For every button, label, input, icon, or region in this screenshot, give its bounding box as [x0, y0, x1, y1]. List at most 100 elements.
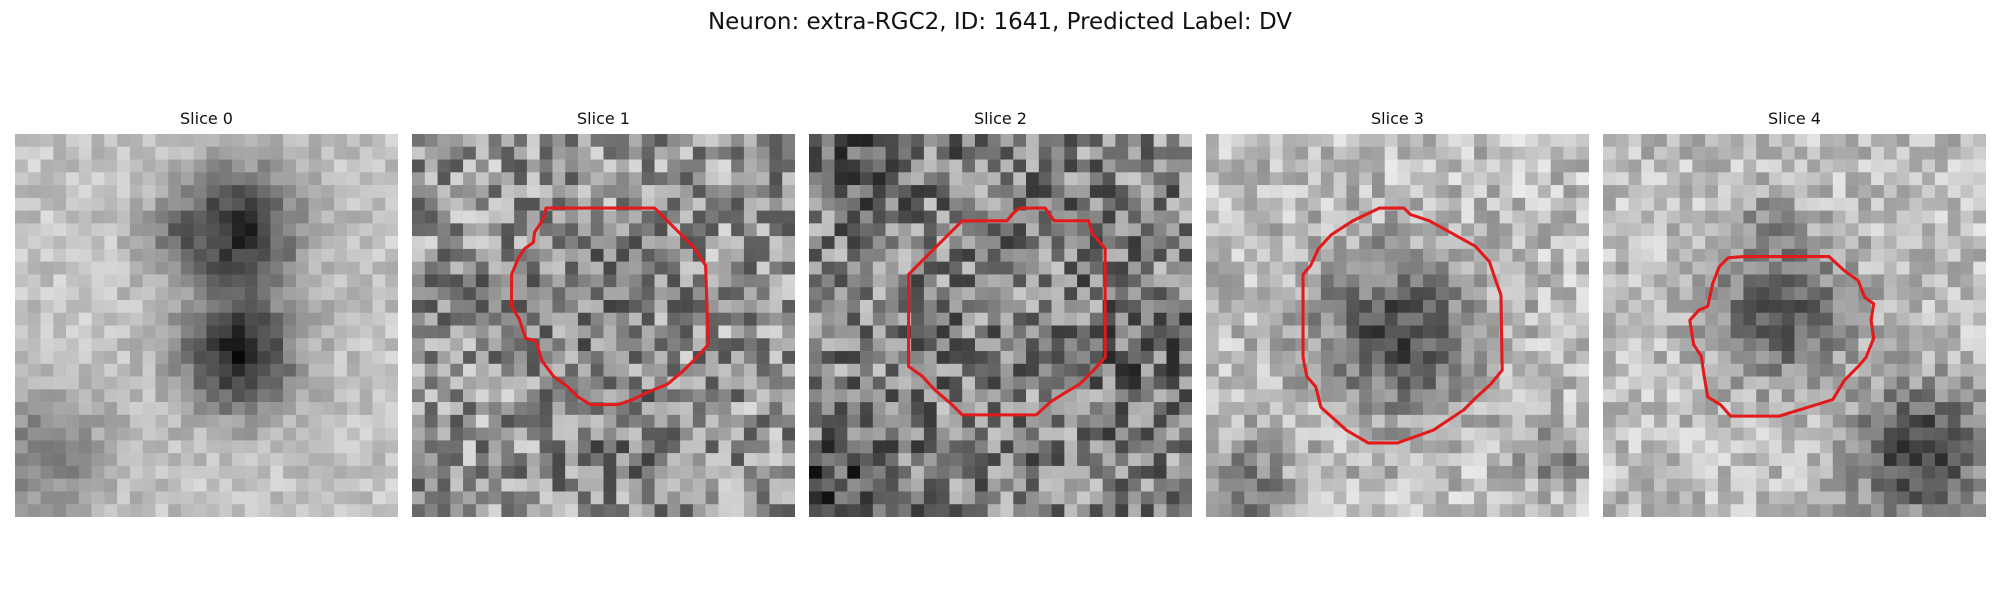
pixel [475, 402, 489, 416]
pixel [1909, 274, 1923, 288]
pixel [40, 287, 54, 301]
pixel [1537, 299, 1551, 313]
pixel [1244, 287, 1258, 301]
pixel [475, 172, 489, 186]
pixel [1871, 376, 1885, 390]
pixel [1896, 351, 1910, 365]
pixel [667, 440, 681, 454]
pixel [1384, 325, 1398, 339]
pixel [168, 351, 182, 365]
pixel [949, 185, 963, 199]
pixel [424, 312, 438, 326]
pixel [450, 210, 464, 224]
pixel [385, 197, 398, 211]
pixel [552, 453, 566, 467]
pixel [1423, 414, 1437, 428]
pixel [1756, 325, 1770, 339]
pixel [1166, 236, 1180, 250]
pixel [155, 210, 169, 224]
pixel [603, 146, 617, 160]
pixel [1320, 274, 1334, 288]
pixel [1717, 376, 1731, 390]
pixel [155, 134, 169, 148]
pixel [1499, 185, 1513, 199]
pixel [1115, 287, 1129, 301]
pixel [193, 351, 207, 365]
pixel [334, 351, 348, 365]
pixel [475, 338, 489, 352]
pixel [1628, 427, 1642, 441]
pixel [257, 159, 271, 173]
pixel [475, 287, 489, 301]
pixel [104, 363, 118, 377]
pixel [257, 287, 271, 301]
pixel [539, 299, 553, 313]
pixel [821, 427, 835, 441]
pixel [78, 248, 92, 262]
pixel [1333, 197, 1347, 211]
pixel [78, 172, 92, 186]
pixel [283, 223, 297, 237]
pixel [1832, 274, 1846, 288]
pixel [1756, 299, 1770, 313]
pixel [1512, 261, 1526, 275]
pixel [1781, 478, 1795, 492]
pixel [193, 376, 207, 390]
pixel [1153, 185, 1167, 199]
pixel [1909, 312, 1923, 326]
pixel [40, 363, 54, 377]
pixel [1512, 236, 1526, 250]
pixel [142, 440, 156, 454]
pixel [1166, 478, 1180, 492]
pixel [1359, 312, 1373, 326]
pixel [308, 210, 322, 224]
pixel [872, 197, 886, 211]
pixel [1128, 389, 1142, 403]
pixel [501, 440, 515, 454]
pixel [949, 427, 963, 441]
pixel [1140, 172, 1154, 186]
pixel [346, 440, 360, 454]
pixel [629, 248, 643, 262]
pixel [1896, 197, 1910, 211]
pixel [1679, 261, 1693, 275]
pixel [654, 325, 668, 339]
pixel [1692, 453, 1706, 467]
pixel [974, 427, 988, 441]
pixel [385, 376, 398, 390]
pixel [514, 261, 528, 275]
pixel [27, 261, 41, 275]
pixel [987, 248, 1001, 262]
pixel [1000, 504, 1014, 517]
pixel [898, 134, 912, 148]
pixel [334, 159, 348, 173]
pixel [1947, 325, 1961, 339]
pixel [1781, 414, 1795, 428]
pixel [372, 185, 386, 199]
pixel [142, 274, 156, 288]
pixel [1333, 351, 1347, 365]
pixel [283, 236, 297, 250]
pixel [424, 210, 438, 224]
pixel [718, 261, 732, 275]
pixel [923, 146, 937, 160]
pixel [66, 414, 80, 428]
pixel [359, 427, 373, 441]
pixel [104, 491, 118, 505]
pixel [1654, 478, 1668, 492]
pixel [680, 146, 694, 160]
pixel [1486, 453, 1500, 467]
pixel [731, 351, 745, 365]
pixel [1550, 236, 1564, 250]
pixel [1550, 325, 1564, 339]
pixel [590, 414, 604, 428]
pixel [1615, 274, 1629, 288]
pixel [1768, 363, 1782, 377]
pixel [1218, 351, 1232, 365]
pixel [603, 338, 617, 352]
pixel [1371, 210, 1385, 224]
pixel [1179, 440, 1192, 454]
pixel [155, 312, 169, 326]
pixel [385, 325, 398, 339]
pixel [603, 223, 617, 237]
